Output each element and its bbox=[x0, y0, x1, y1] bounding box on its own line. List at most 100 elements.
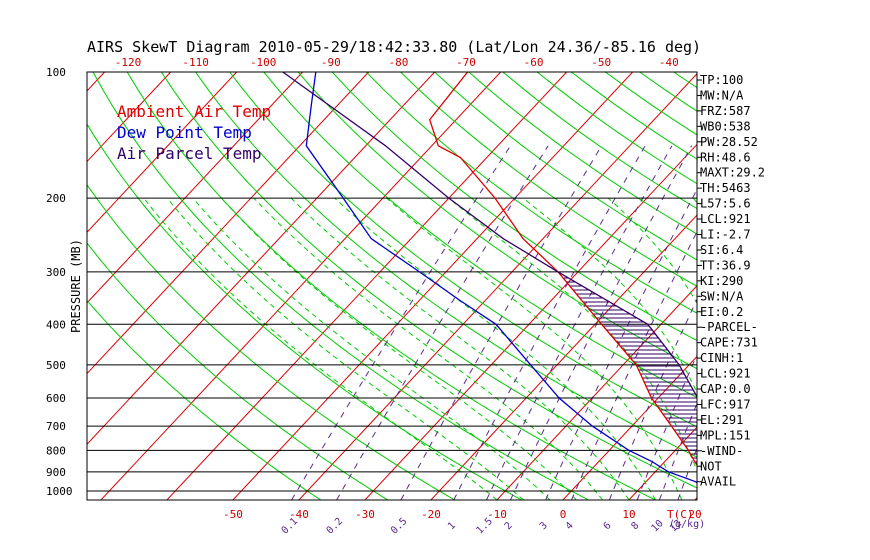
stat-entry: TH:5463 bbox=[700, 181, 751, 195]
pressure-tick-label: 800 bbox=[46, 444, 66, 457]
mixing-ratio-tick-label: 2 bbox=[503, 520, 515, 532]
moist-adiabat-line bbox=[290, 197, 630, 500]
isotherm-line bbox=[759, 72, 870, 502]
dry-adiabat-line bbox=[400, 72, 697, 287]
top-temp-tick-label: -120 bbox=[115, 56, 142, 69]
legend: Ambient Air Temp Dew Point Temp Air Parcel… bbox=[117, 102, 271, 163]
mixing-ratio-tick-label: 1 bbox=[446, 520, 458, 532]
pressure-tick-label: 700 bbox=[46, 420, 66, 433]
legend-entry: Dew Point Temp bbox=[117, 123, 252, 142]
bottom-temp-tick-label: 0 bbox=[560, 508, 567, 521]
dry-adiabat-line bbox=[742, 72, 870, 502]
mixing-ratio-line bbox=[776, 146, 870, 500]
stat-entry: NOT bbox=[700, 459, 722, 473]
isotherm-line bbox=[496, 285, 697, 500]
isotherm-line bbox=[87, 72, 238, 233]
isotherm-line bbox=[562, 355, 697, 500]
stat-entry: SI:6.4 bbox=[700, 243, 743, 257]
isotherm-line bbox=[100, 72, 502, 500]
bottom-temp-tick-label: -10 bbox=[487, 508, 507, 521]
stat-entry: LCL:921 bbox=[700, 367, 751, 381]
top-temp-tick-label: -40 bbox=[659, 56, 679, 69]
stat-entry: RH:48.6 bbox=[700, 150, 751, 164]
dry-adiabat-line bbox=[776, 72, 870, 502]
top-temp-tick-label: -50 bbox=[591, 56, 611, 69]
isotherm-line bbox=[430, 214, 697, 500]
cape-area bbox=[558, 271, 697, 466]
bottom-temp-tick-label: 10 bbox=[622, 508, 635, 521]
isotherm-line bbox=[232, 72, 634, 500]
stat-entry: -PARCEL- bbox=[700, 320, 758, 334]
stat-entry: PW:28.52 bbox=[700, 135, 758, 149]
bottom-temp-tick-label: -50 bbox=[223, 508, 243, 521]
moist-adiabat-line bbox=[192, 197, 551, 500]
pressure-tick-label: 500 bbox=[46, 359, 66, 372]
bottom-temp-tick-label: -20 bbox=[421, 508, 441, 521]
top-temp-tick-label: -80 bbox=[388, 56, 408, 69]
isotherm-line bbox=[825, 72, 870, 502]
mixing-ratio-tick-label: 6 bbox=[602, 520, 614, 532]
mixing-ratio-unit-label: (g/kg) bbox=[669, 519, 705, 530]
stat-entry: KI:290 bbox=[700, 274, 743, 288]
isotherm-line bbox=[364, 143, 697, 500]
bottom-temp-tick-label: -40 bbox=[289, 508, 309, 521]
stat-entry: MAXT:29.2 bbox=[700, 166, 765, 180]
mixing-ratio-line bbox=[756, 146, 870, 500]
top-temp-tick-label: -90 bbox=[321, 56, 341, 69]
pressure-tick-label: 600 bbox=[46, 392, 66, 405]
moist-adiabat-line bbox=[607, 197, 697, 305]
top-temp-tick-label: -60 bbox=[524, 56, 544, 69]
pressure-tick-label: 400 bbox=[46, 318, 66, 331]
mixing-ratio-tick-label: 3 bbox=[538, 520, 550, 532]
ambient-temp-line bbox=[428, 72, 697, 467]
legend-entry: Ambient Air Temp bbox=[117, 102, 271, 121]
stat-entry: CAPE:731 bbox=[700, 336, 758, 350]
isotherm-line bbox=[87, 72, 172, 163]
parcel-temp-line bbox=[282, 72, 697, 399]
stat-entry: EL:291 bbox=[700, 413, 743, 427]
pressure-tick-label: 200 bbox=[46, 192, 66, 205]
stat-entry: L57:5.6 bbox=[700, 197, 751, 211]
moist-adiabat-line bbox=[166, 197, 524, 500]
stat-entry: EI:0.2 bbox=[700, 305, 743, 319]
isotherm-line bbox=[87, 72, 304, 304]
stat-entry: MW:N/A bbox=[700, 88, 744, 102]
grid-layer bbox=[0, 72, 870, 502]
stat-entry: TT:36.9 bbox=[700, 258, 751, 272]
pressure-tick-label: 1000 bbox=[46, 485, 73, 498]
isotherm-line bbox=[87, 72, 436, 445]
isotherm-line bbox=[166, 72, 568, 500]
mixing-ratio-tick-label: 0.5 bbox=[389, 516, 410, 537]
moist-adiabat-line bbox=[221, 197, 577, 500]
dry-adiabat-line bbox=[297, 72, 697, 370]
stat-entry: MPL:151 bbox=[700, 428, 751, 442]
legend-entry: Air Parcel Temp bbox=[117, 144, 262, 163]
dry-adiabat-line bbox=[331, 72, 697, 342]
moist-adiabat-line bbox=[253, 197, 603, 500]
mixing-ratio-line bbox=[808, 146, 870, 500]
stat-entry: CINH:1 bbox=[700, 351, 743, 365]
stat-entry: FRZ:587 bbox=[700, 104, 751, 118]
bottom-temp-tick-label: -30 bbox=[355, 508, 375, 521]
plot-frame bbox=[86, 71, 698, 501]
isotherm-line bbox=[87, 72, 370, 375]
mixing-ratio-tick-label: 8 bbox=[629, 520, 641, 532]
pressure-tick-label: 300 bbox=[46, 266, 66, 279]
dry-adiabat-line bbox=[434, 72, 697, 261]
mixing-ratio-tick-label: 10 bbox=[649, 518, 665, 534]
bottom-temp-tick-label: 20 bbox=[688, 508, 701, 521]
dew-point-line bbox=[305, 72, 697, 484]
isotherm-line bbox=[0, 72, 39, 502]
top-temp-tick-label: -110 bbox=[182, 56, 209, 69]
isotherm-line bbox=[87, 72, 106, 92]
dry-adiabat-line bbox=[365, 72, 697, 314]
pressure-tick-label: 900 bbox=[46, 466, 66, 479]
stat-entry: TP:100 bbox=[700, 73, 743, 87]
moist-adiabat-line bbox=[143, 197, 498, 500]
temp-unit-label: T(C) bbox=[667, 508, 694, 521]
dry-adiabat-line bbox=[195, 72, 697, 458]
top-temp-tick-label: -100 bbox=[250, 56, 277, 69]
stat-entry: CAP:0.0 bbox=[700, 382, 751, 396]
dry-adiabat-line bbox=[229, 72, 697, 428]
